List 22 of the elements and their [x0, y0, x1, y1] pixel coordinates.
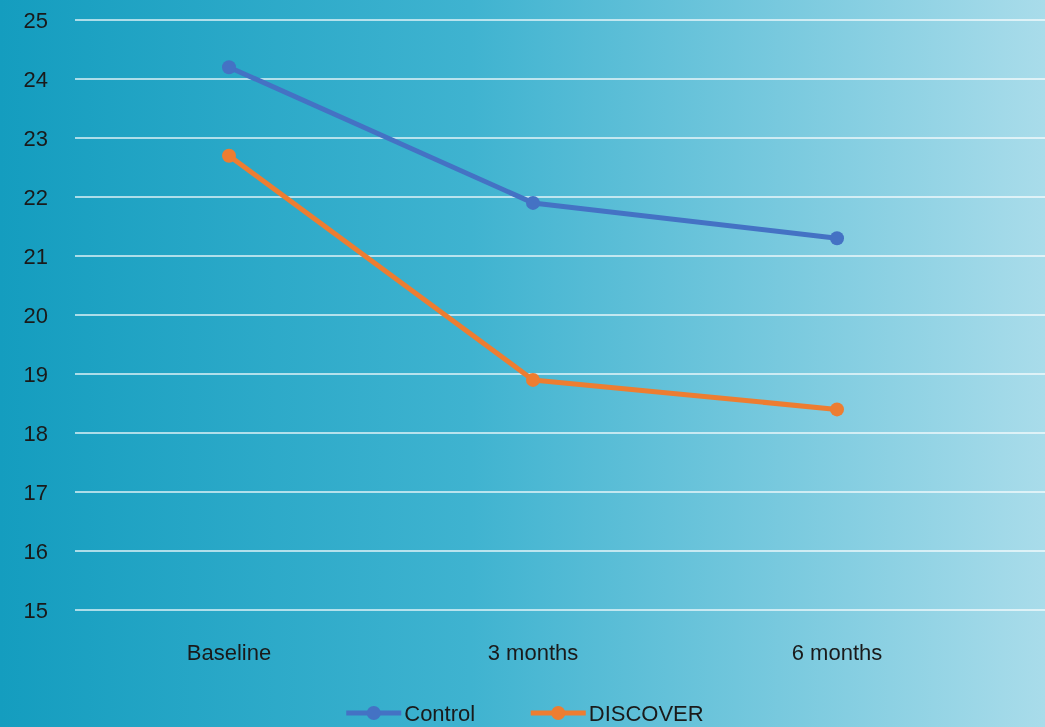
point: [526, 195, 540, 210]
y-tick-label: 18: [23, 420, 48, 446]
y-tick-label: 20: [23, 302, 48, 328]
y-tick-label: 19: [23, 361, 48, 387]
x-tick-label: 6 months: [791, 640, 883, 665]
point: [222, 148, 236, 163]
legend-label: Control: [404, 700, 476, 726]
point: [222, 60, 236, 75]
y-tick-label: 16: [23, 538, 48, 564]
y-tick-label: 23: [23, 125, 48, 151]
y-tick-label: 15: [23, 597, 48, 623]
y-tick-label: 21: [23, 243, 48, 269]
point: [830, 402, 844, 417]
x-tick-label: Baseline: [186, 640, 272, 665]
point: [830, 231, 844, 246]
y-tick-label: 25: [23, 7, 48, 33]
point: [526, 372, 540, 387]
y-tick-label: 22: [23, 184, 48, 210]
y-tick-label: 17: [23, 479, 48, 505]
legend-label: DISCOVER: [588, 700, 704, 726]
y-tick-label: 24: [23, 66, 48, 92]
x-tick-label: 3 months: [487, 640, 579, 665]
